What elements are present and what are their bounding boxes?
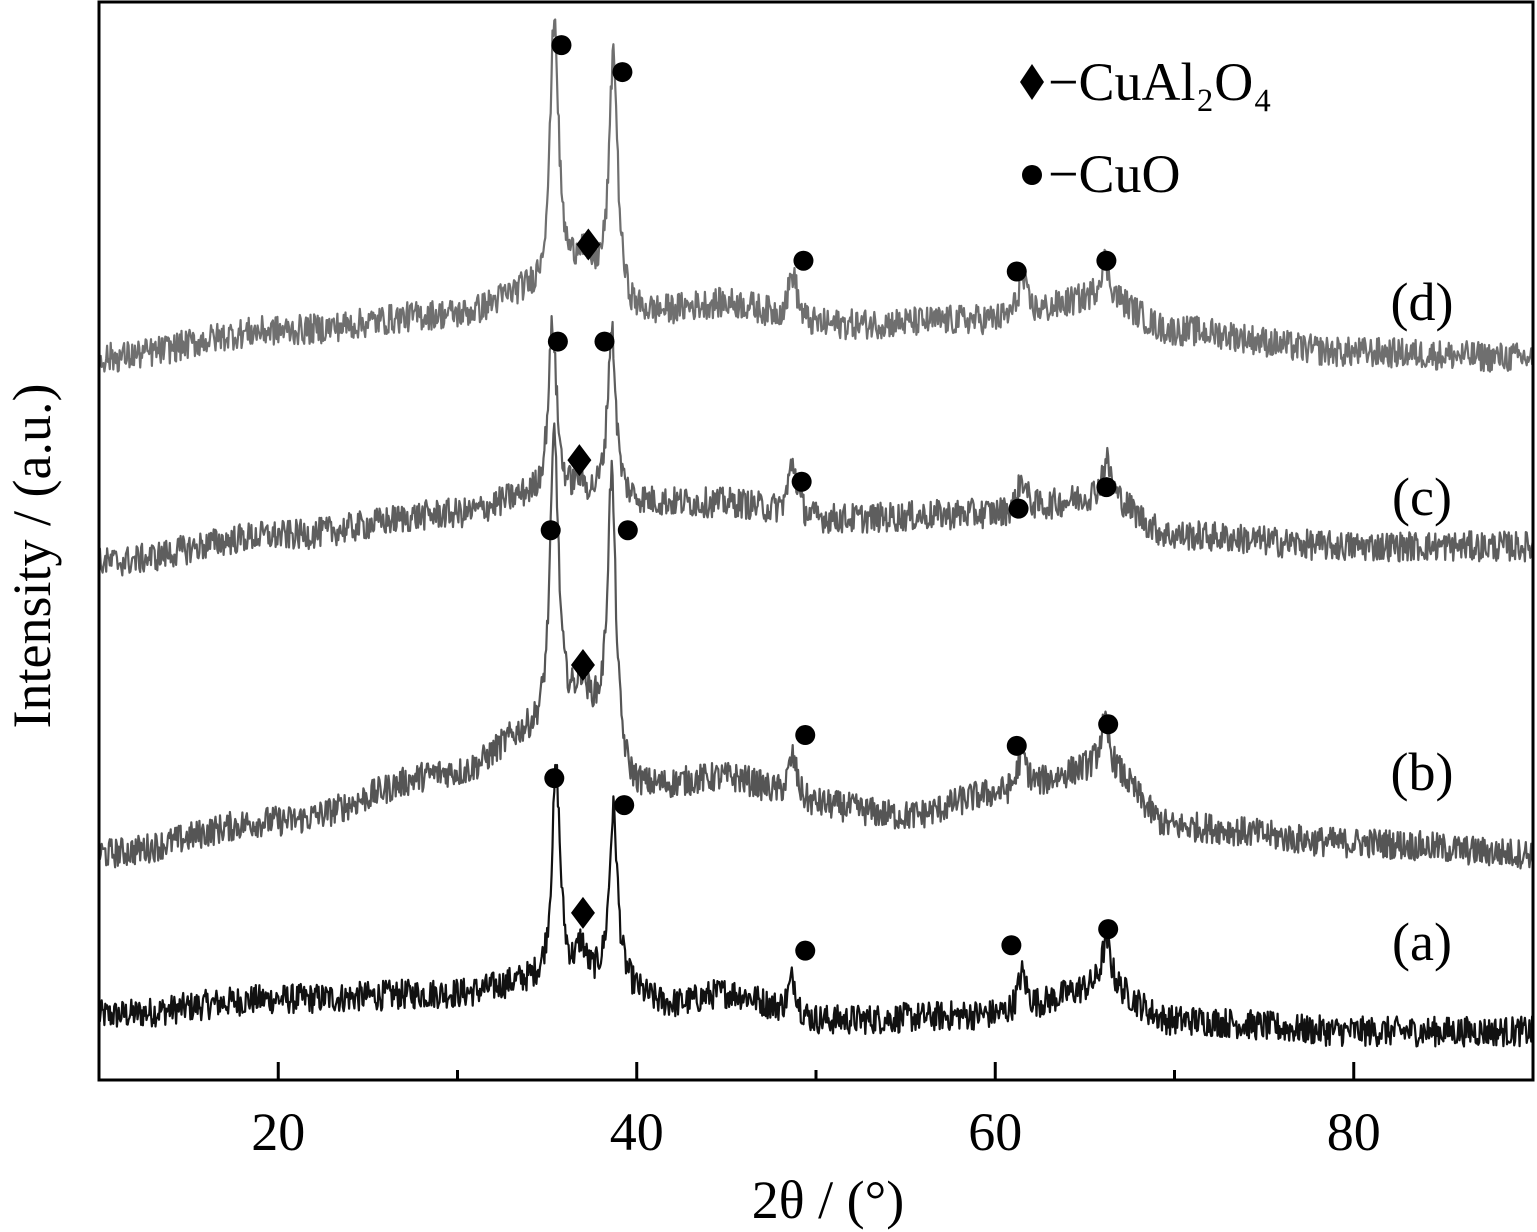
- x-axis-tick-labels: 20 40 60 80: [251, 1102, 1381, 1162]
- x-axis-label: 2θ / (°): [752, 1170, 904, 1230]
- x-axis-ticks: [276, 1062, 1356, 1080]
- cuo-marker-b-0: [540, 520, 561, 541]
- cual2o4-marker-a: [570, 896, 595, 929]
- curve-labels: (a) (b) (c) (d): [1391, 272, 1454, 972]
- x-tick-label-40: 40: [610, 1102, 664, 1162]
- series-line-b: [97, 422, 1535, 870]
- cuo-marker-c-0: [547, 331, 568, 352]
- cuo-marker-c-2: [594, 331, 615, 352]
- cuo-marker-a-0: [544, 768, 565, 789]
- cuo-marker-d-4: [1006, 261, 1027, 282]
- legend-label-cuo: −CuO: [1048, 144, 1180, 204]
- x-tick-label-60: 60: [968, 1102, 1022, 1162]
- curve-label-c: (c): [1392, 467, 1452, 527]
- x-tick-label-80: 80: [1327, 1102, 1381, 1162]
- curve-label-b: (b): [1391, 742, 1454, 802]
- cuo-marker-c-5: [1096, 477, 1117, 498]
- legend-label-cual2o4: −CuAl₂O₄: [1048, 52, 1272, 112]
- y-axis-label: Intensity / (a.u.): [2, 384, 62, 729]
- cuo-marker-a-3: [795, 940, 816, 961]
- x-tick-label-20: 20: [251, 1102, 305, 1162]
- series-group: [97, 18, 1535, 1048]
- cual2o4-marker-d: [576, 228, 601, 261]
- cuo-marker-a-2: [614, 795, 635, 816]
- cuo-marker-b-2: [617, 520, 638, 541]
- cuo-marker-d-2: [612, 62, 633, 83]
- series-line-d: [97, 18, 1535, 373]
- cuo-marker-a-4: [1001, 935, 1022, 956]
- curve-label-a: (a): [1392, 912, 1452, 972]
- series-line-c: [97, 315, 1535, 577]
- cuo-marker-c-3: [791, 471, 812, 492]
- legend-diamond-icon: [1020, 64, 1044, 100]
- phase-markers: [540, 35, 1119, 961]
- cuo-marker-d-0: [551, 35, 572, 56]
- series-line-a: [97, 763, 1535, 1048]
- curve-label-d: (d): [1391, 272, 1454, 332]
- cual2o4-marker-c: [567, 444, 592, 477]
- cuo-marker-c-4: [1008, 498, 1029, 519]
- cuo-marker-b-5: [1098, 714, 1119, 735]
- cuo-marker-b-3: [795, 725, 816, 746]
- cuo-marker-d-3: [793, 250, 814, 271]
- cuo-marker-d-5: [1096, 250, 1117, 271]
- legend-circle-icon: [1022, 165, 1042, 185]
- cuo-marker-a-5: [1098, 919, 1119, 940]
- cuo-marker-b-4: [1006, 735, 1027, 756]
- legend: −CuAl₂O₄ −CuO: [1020, 52, 1272, 204]
- cual2o4-marker-b: [570, 648, 595, 681]
